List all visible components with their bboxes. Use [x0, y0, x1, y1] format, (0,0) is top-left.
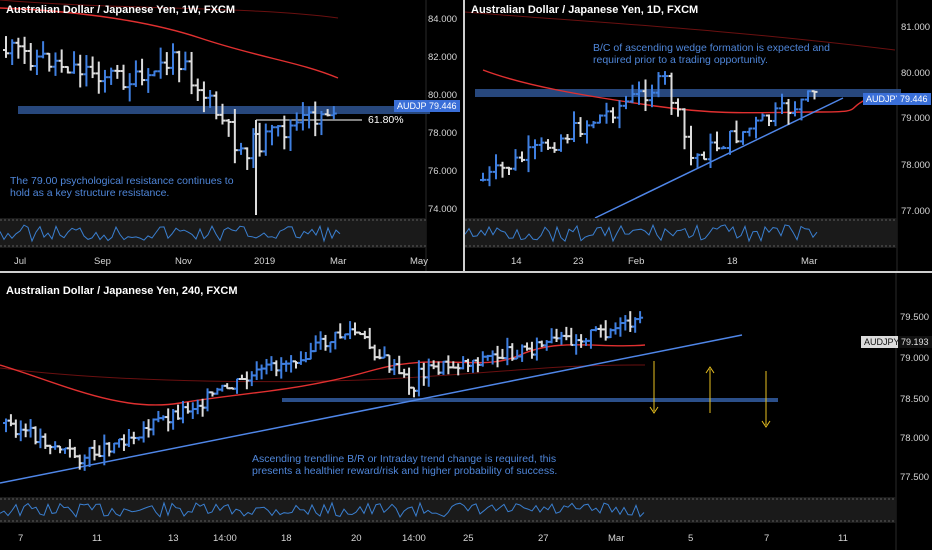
- h4-chart-title: Australian Dollar / Japanese Yen, 240, F…: [6, 285, 238, 297]
- daily-price-symbol-tag: AUDJPY: [863, 93, 905, 105]
- daily-x-tick-4: Mar: [801, 256, 818, 267]
- h4-arrow-up-head: [705, 366, 715, 374]
- weekly-y-tick-3: 78.000: [428, 128, 458, 139]
- weekly-price-symbol-tag: AUDJPY: [394, 100, 436, 112]
- daily-oscillator-bg: [465, 218, 897, 248]
- weekly-y-tick-4: 76.000: [428, 166, 458, 177]
- daily-wedge-trendline: [594, 97, 844, 219]
- h4-x-tick-6: 14:00: [402, 533, 426, 544]
- weekly-y-tick-2: 80.000: [428, 90, 458, 101]
- daily-chart-panel[interactable]: Australian Dollar / Japanese Yen, 1D, FX…: [465, 0, 932, 271]
- h4-ma-long: [0, 364, 646, 383]
- daily-x-tick-3: 18: [727, 256, 738, 267]
- daily-resistance-zone: [475, 89, 901, 97]
- weekly-x-tick-2: Nov: [175, 256, 192, 267]
- h4-price-symbol-tag: AUDJPY: [861, 336, 903, 348]
- daily-y-tick-2: 79.000: [901, 113, 931, 124]
- h4-x-tick-11: 7: [764, 533, 770, 544]
- h4-x-tick-8: 27: [538, 533, 549, 544]
- h4-annotation: Ascending trendline B/R or Intraday tren…: [252, 453, 558, 477]
- h4-x-tick-10: 5: [688, 533, 694, 544]
- h4-y-tick-4: 77.500: [900, 472, 930, 483]
- weekly-x-tick-1: Sep: [94, 256, 111, 267]
- weekly-price-value-tag: 79.446: [426, 100, 460, 112]
- daily-x-tick-2: Feb: [628, 256, 645, 267]
- weekly-chart-panel[interactable]: Australian Dollar / Japanese Yen, 1W, FX…: [0, 0, 463, 271]
- h4-x-tick-7: 25: [463, 533, 474, 544]
- weekly-annotation: The 79.00 psychological resistance conti…: [10, 175, 234, 199]
- h4-y-tick-1: 79.000: [900, 353, 930, 364]
- h4-price-value-tag: 79.193: [898, 336, 932, 348]
- h4-x-tick-0: 7: [18, 533, 24, 544]
- h4-x-tick-2: 13: [168, 533, 179, 544]
- daily-x-tick-1: 23: [573, 256, 584, 267]
- daily-y-tick-3: 78.000: [901, 160, 931, 171]
- h4-chart-canvas[interactable]: [0, 273, 932, 550]
- weekly-x-tick-3: 2019: [254, 256, 276, 267]
- weekly-x-tick-4: Mar: [330, 256, 347, 267]
- weekly-oscillator-line: [0, 224, 341, 243]
- weekly-x-tick-0: Jul: [14, 256, 27, 267]
- panel-divider-horizontal: [0, 271, 932, 273]
- weekly-y-tick-1: 82.000: [428, 52, 458, 63]
- h4-chart-panel[interactable]: Australian Dollar / Japanese Yen, 240, F…: [0, 273, 932, 550]
- h4-x-tick-12: 11: [838, 533, 848, 544]
- weekly-chart-canvas[interactable]: [0, 0, 463, 271]
- daily-chart-canvas[interactable]: [465, 0, 932, 271]
- h4-oscillator-line: [0, 501, 645, 519]
- h4-x-tick-3: 14:00: [213, 533, 237, 544]
- h4-arrow-down-2-head: [761, 420, 771, 428]
- h4-x-tick-5: 20: [351, 533, 362, 544]
- weekly-oscillator-bg: [0, 218, 426, 248]
- weekly-ma-long: [0, 0, 339, 19]
- daily-price-value-tag: 79.446: [897, 93, 931, 105]
- h4-x-tick-4: 18: [281, 533, 292, 544]
- h4-oscillator-bg: [0, 497, 896, 523]
- h4-y-tick-3: 78.000: [900, 433, 930, 444]
- weekly-y-tick-0: 84.000: [428, 14, 458, 25]
- daily-ma: [482, 69, 866, 114]
- h4-arrow-down-1-head: [649, 406, 659, 414]
- daily-y-tick-4: 77.000: [901, 206, 931, 217]
- h4-ma: [0, 344, 646, 406]
- daily-y-tick-1: 80.000: [901, 68, 931, 79]
- weekly-x-tick-5: May: [410, 256, 428, 267]
- daily-chart-title: Australian Dollar / Japanese Yen, 1D, FX…: [471, 4, 699, 16]
- h4-x-tick-9: Mar: [608, 533, 625, 544]
- weekly-y-tick-5: 74.000: [428, 204, 458, 215]
- daily-oscillator-line: [465, 223, 818, 243]
- weekly-ma: [0, 7, 339, 79]
- panel-divider-vertical: [463, 0, 465, 271]
- daily-annotation: B/C of ascending wedge formation is expe…: [593, 42, 830, 66]
- weekly-fib-label: 61.80%: [368, 114, 404, 126]
- daily-y-tick-0: 81.000: [901, 22, 931, 33]
- h4-y-tick-2: 78.500: [900, 394, 930, 405]
- daily-ma-long: [465, 11, 896, 51]
- h4-x-tick-1: 11: [92, 533, 102, 544]
- h4-ascending-trendline: [0, 334, 743, 484]
- weekly-chart-title: Australian Dollar / Japanese Yen, 1W, FX…: [6, 4, 236, 16]
- h4-y-tick-0: 79.500: [900, 312, 930, 323]
- weekly-resistance-zone: [18, 106, 430, 114]
- daily-x-tick-0: 14: [511, 256, 522, 267]
